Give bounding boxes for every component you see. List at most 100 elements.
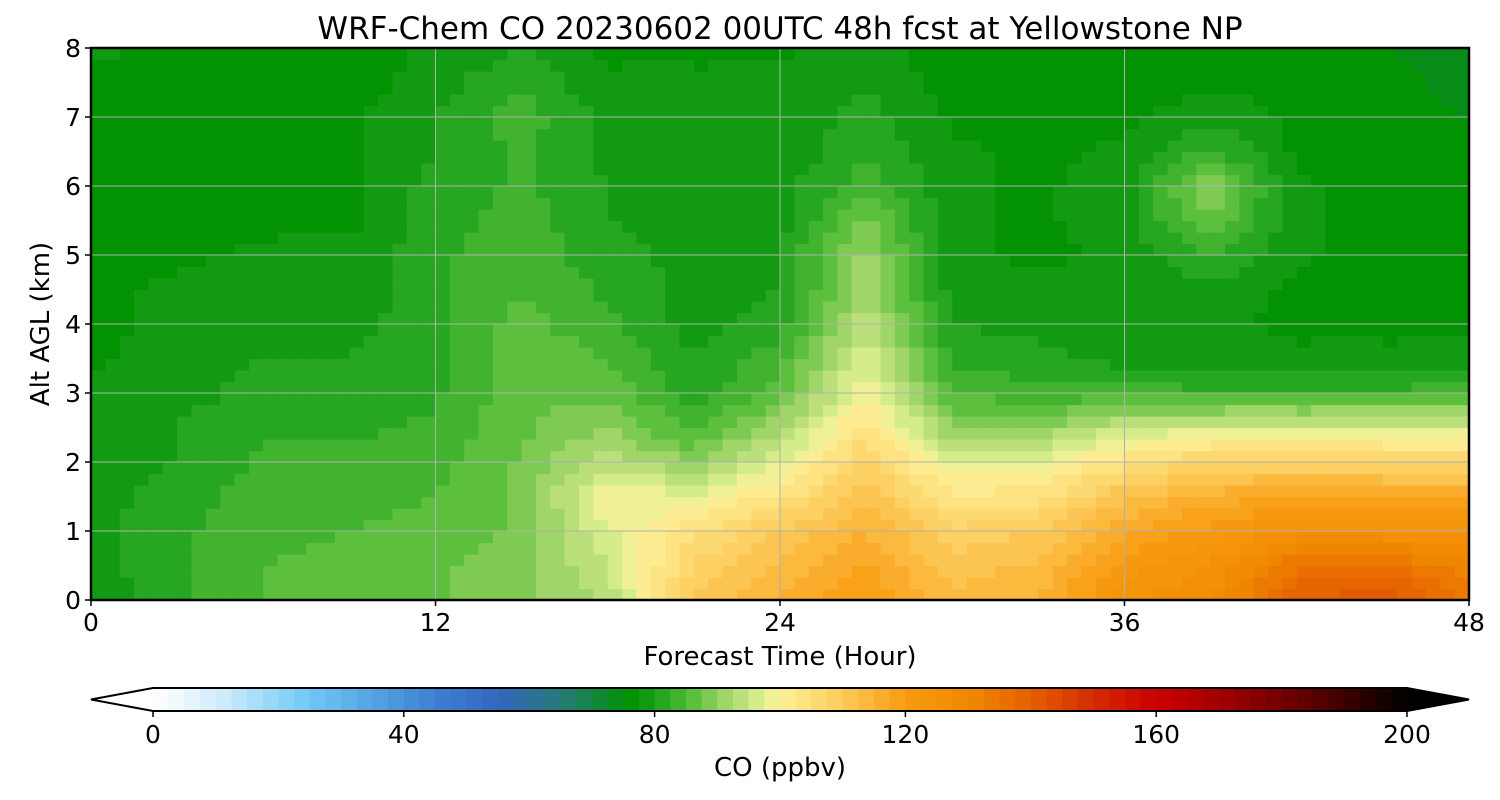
contour-cell [1224, 209, 1240, 222]
contour-cell [234, 278, 250, 291]
contour-cell [665, 163, 681, 176]
contour-cell [1253, 324, 1269, 337]
contour-cell [765, 59, 781, 72]
contour-cell [435, 128, 451, 141]
contour-cell [1454, 117, 1469, 130]
contour-cell [866, 519, 882, 532]
contour-cell [1052, 117, 1068, 130]
contour-cell [593, 312, 609, 325]
contour-cell [535, 232, 551, 245]
contour-cell [823, 531, 839, 544]
contour-cell [435, 105, 451, 118]
contour-cell [679, 496, 695, 509]
contour-cell [435, 531, 451, 544]
contour-cell [277, 393, 293, 406]
colorbar-swatch [153, 688, 170, 711]
contour-cell [751, 266, 767, 279]
contour-cell [1411, 209, 1427, 222]
contour-cell [894, 151, 910, 164]
contour-cell [306, 439, 322, 452]
contour-cell [248, 301, 264, 314]
contour-cell [995, 266, 1011, 279]
contour-cell [622, 209, 638, 222]
contour-cell [1282, 393, 1298, 406]
contour-cell [708, 163, 724, 176]
contour-cell [679, 220, 695, 233]
contour-cell [363, 588, 379, 600]
contour-cell [177, 301, 193, 314]
contour-cell [1081, 151, 1097, 164]
contour-cell [205, 163, 221, 176]
contour-cell [679, 335, 695, 348]
contour-cell [1397, 243, 1413, 256]
contour-cell [679, 519, 695, 532]
contour-cell [263, 381, 279, 394]
contour-cell [593, 496, 609, 509]
contour-cell [937, 462, 953, 475]
contour-cell [162, 128, 178, 141]
contour-cell [1138, 220, 1154, 233]
contour-cell [1454, 439, 1469, 452]
contour-cell [1124, 312, 1140, 325]
contour-cell [1411, 358, 1427, 371]
colorbar-swatch [1250, 688, 1267, 711]
contour-cell [1425, 105, 1441, 118]
contour-cell [1210, 370, 1226, 383]
contour-cell [306, 140, 322, 153]
contour-cell [535, 565, 551, 578]
contour-cell [937, 140, 953, 153]
contour-cell [263, 565, 279, 578]
contour-cell [1181, 232, 1197, 245]
contour-cell [1382, 151, 1398, 164]
contour-cell [1325, 82, 1341, 95]
contour-cell [693, 255, 709, 268]
contour-cell [1296, 554, 1312, 567]
contour-cell [1397, 266, 1413, 279]
contour-cell [751, 255, 767, 268]
colorbar-swatch [309, 688, 326, 711]
contour-cell [435, 117, 451, 130]
contour-cell [162, 370, 178, 383]
contour-cell [1081, 531, 1097, 544]
contour-cell [808, 347, 824, 360]
contour-cell [622, 48, 638, 61]
contour-cell [119, 404, 135, 417]
contour-cell [1354, 266, 1370, 279]
contour-cell [1296, 404, 1312, 417]
contour-cell [736, 393, 752, 406]
contour-cell [105, 427, 121, 440]
contour-cell [607, 105, 623, 118]
contour-cell [966, 151, 982, 164]
contour-cell [593, 151, 609, 164]
contour-cell [378, 174, 394, 187]
contour-cell [1339, 370, 1355, 383]
contour-cell [1095, 393, 1111, 406]
contour-cell [478, 588, 494, 600]
contour-cell [1196, 209, 1212, 222]
contour-cell [1110, 82, 1126, 95]
contour-cell [851, 255, 867, 268]
contour-cell [148, 82, 164, 95]
contour-cell [205, 381, 221, 394]
contour-cell [392, 278, 408, 291]
contour-cell [435, 416, 451, 429]
contour-cell [119, 278, 135, 291]
contour-cell [263, 358, 279, 371]
contour-cell [593, 197, 609, 210]
contour-cell [507, 393, 523, 406]
contour-cell [923, 243, 939, 256]
contour-cell [966, 565, 982, 578]
contour-cell [679, 427, 695, 440]
contour-cell [693, 82, 709, 95]
contour-cell [837, 48, 853, 61]
contour-cell [134, 174, 150, 187]
contour-cell [492, 140, 508, 153]
contour-cell [837, 278, 853, 291]
contour-cell [808, 462, 824, 475]
contour-cell [866, 151, 882, 164]
contour-cell [535, 473, 551, 486]
contour-cell [478, 59, 494, 72]
contour-cell [966, 289, 982, 302]
contour-cell [1253, 508, 1269, 521]
contour-cell [535, 301, 551, 314]
